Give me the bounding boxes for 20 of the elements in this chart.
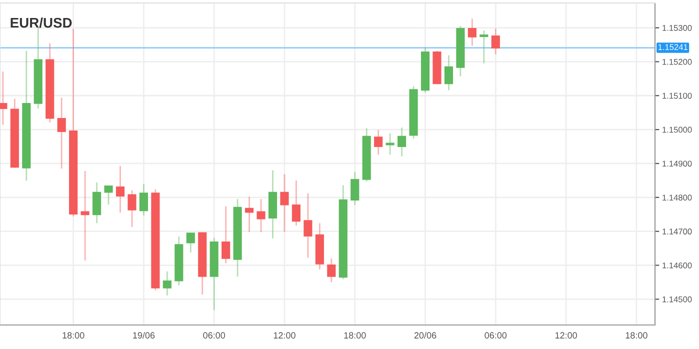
x-tick-label: 18:00 (344, 332, 366, 339)
y-tick-label: 1.15300 (662, 24, 692, 31)
text: EUR/USD (10, 17, 72, 28)
x-tick-label: 19/06 (133, 332, 155, 339)
y-tick-label: 1.15000 (662, 126, 692, 133)
y-tick-label: 1.14500 (662, 296, 692, 302)
x-tick-label: 20/06 (414, 332, 436, 339)
x-tick-label: 12:00 (555, 332, 577, 339)
y-tick-label: 1.15100 (662, 92, 692, 99)
x-tick-label: 12:00 (274, 332, 296, 339)
y-tick-label: 1.14900 (662, 160, 692, 167)
y-tick-label: 1.14700 (662, 228, 692, 234)
y-tick-label: 1.14800 (662, 194, 692, 201)
y-tick-label: 1.15200 (662, 58, 692, 65)
x-tick-label: 06:00 (203, 332, 226, 339)
ref-line-label: 1.15241 (658, 44, 688, 50)
x-tick-label: 18:00 (62, 332, 84, 339)
x-tick-label: 06:00 (484, 332, 507, 339)
x-tick-label: 18:00 (626, 332, 648, 339)
y-tick-label: 1.14600 (662, 262, 692, 268)
